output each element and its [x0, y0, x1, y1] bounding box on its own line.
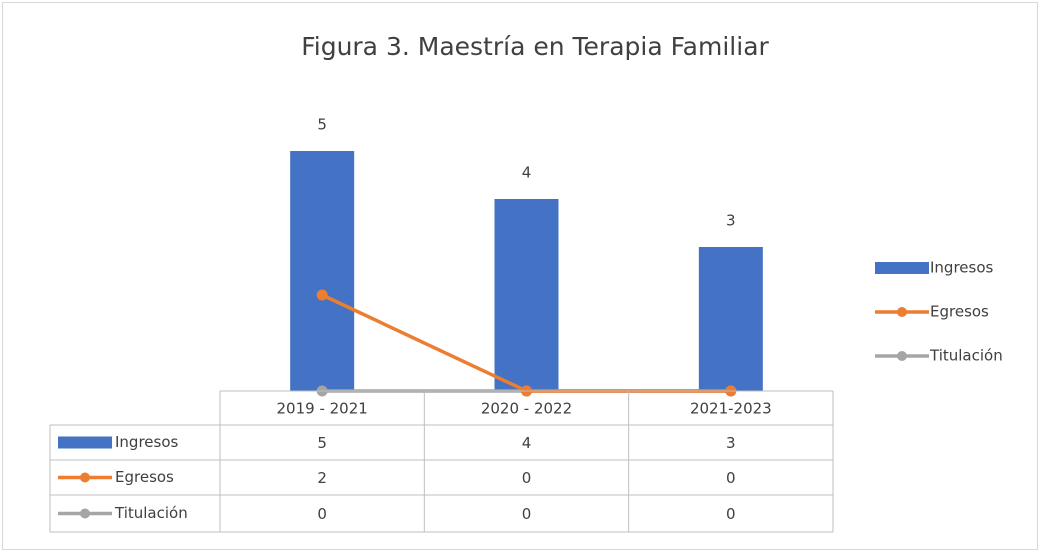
- data-label: 4: [522, 164, 532, 182]
- legend-key: [80, 472, 90, 483]
- table-cell: 0: [317, 505, 327, 523]
- table-cell: 2: [317, 469, 327, 487]
- legend-label: Egresos: [930, 303, 989, 321]
- bar: [290, 151, 355, 391]
- x-tick-label: 2020 - 2022: [481, 400, 572, 418]
- table-row-label: Titulación: [114, 504, 188, 522]
- legend-key: [875, 262, 929, 274]
- table-cell: 0: [522, 505, 532, 523]
- table-cell: 3: [726, 434, 736, 452]
- table-row-label: Egresos: [115, 468, 174, 486]
- legend-key: [897, 307, 907, 317]
- table-cell: 4: [522, 434, 532, 452]
- table-cell: 0: [522, 469, 532, 487]
- table-cell: 0: [726, 505, 736, 523]
- bar: [698, 247, 763, 391]
- legend-key: [80, 508, 90, 519]
- table-cell: 0: [726, 469, 736, 487]
- x-tick-label: 2019 - 2021: [277, 400, 368, 418]
- marker: [316, 289, 328, 301]
- chart-title: Figura 3. Maestría en Terapia Familiar: [301, 32, 769, 61]
- x-tick-label: 2021-2023: [690, 400, 772, 418]
- legend-key: [58, 436, 112, 449]
- bar: [494, 199, 559, 391]
- table-cell: 5: [317, 434, 327, 452]
- data-label: 3: [726, 212, 736, 230]
- table-row-label: Ingresos: [115, 433, 179, 451]
- data-label: 5: [317, 116, 327, 134]
- legend-label: Ingresos: [930, 259, 994, 277]
- legend-key: [897, 351, 907, 361]
- legend-label: Titulación: [929, 347, 1003, 365]
